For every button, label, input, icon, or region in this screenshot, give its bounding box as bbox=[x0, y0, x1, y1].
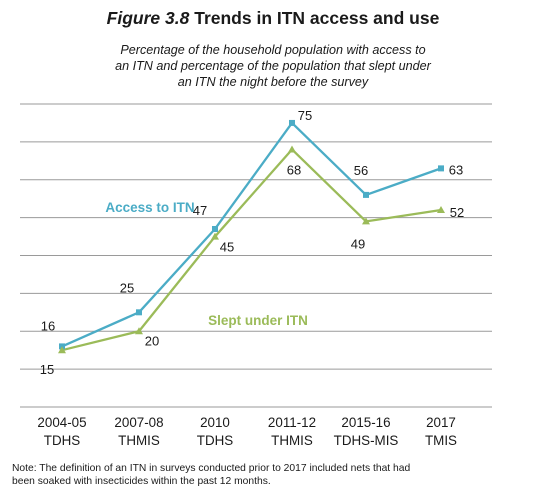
data-point-marker bbox=[212, 225, 218, 232]
data-label: 16 bbox=[41, 318, 55, 333]
data-label: 56 bbox=[354, 163, 368, 178]
data-label: 47 bbox=[193, 203, 207, 218]
footnote-line: Note: The definition of an ITN in survey… bbox=[12, 463, 411, 474]
x-tick-label: THMIS bbox=[271, 433, 313, 448]
x-tick-label: TDHS bbox=[197, 433, 234, 448]
data-label: 68 bbox=[287, 162, 301, 177]
footnote-line: been soaked with insecticides within the… bbox=[12, 476, 271, 487]
figure-title: Figure 3.8 Trends in ITN access and use bbox=[0, 8, 546, 29]
data-point-marker bbox=[289, 119, 295, 126]
x-tick-label: 2004-05 bbox=[37, 415, 86, 430]
series-line-access bbox=[61, 121, 442, 348]
footnote: Note: The definition of an ITN in survey… bbox=[12, 462, 532, 488]
x-tick-label: 2017 bbox=[426, 415, 456, 430]
data-point-marker bbox=[362, 217, 370, 225]
x-tick-label: 2010 bbox=[200, 415, 230, 430]
series-lines bbox=[61, 121, 442, 352]
subtitle-line: Percentage of the household population w… bbox=[120, 43, 426, 57]
x-tick-label: 2007-08 bbox=[114, 415, 163, 430]
data-label: 45 bbox=[220, 240, 234, 255]
series-label: Access to ITN bbox=[105, 200, 194, 215]
data-point-marker bbox=[363, 191, 369, 198]
subtitle-line: an ITN the night before the survey bbox=[177, 75, 369, 89]
x-tick-label: TDHS-MIS bbox=[334, 433, 399, 448]
x-tick-label: THMIS bbox=[118, 433, 160, 448]
data-point-marker bbox=[136, 309, 142, 316]
data-point-marker bbox=[437, 206, 445, 214]
figure-label: Figure 3.8 bbox=[106, 8, 190, 28]
data-point-marker bbox=[438, 165, 444, 172]
subtitle-line: an ITN and percentage of the population … bbox=[115, 59, 431, 73]
gridlines bbox=[20, 103, 492, 408]
data-label: 15 bbox=[40, 362, 54, 377]
data-labels: 16 25 47 75 56 63 15 20 45 68 49 52 bbox=[40, 108, 464, 377]
data-point-marker bbox=[58, 346, 66, 354]
x-tick-label: 2015-16 bbox=[341, 415, 390, 430]
series-labels: Access to ITN Slept under ITN bbox=[105, 200, 308, 328]
series-line-slept bbox=[61, 148, 442, 352]
data-point-marker bbox=[288, 145, 296, 153]
x-axis-tick-labels: 2004-05 TDHS 2007-08 THMIS 2010 TDHS 2011-12 TH… bbox=[37, 415, 457, 448]
data-point-marker bbox=[135, 327, 143, 335]
data-label: 52 bbox=[450, 205, 464, 220]
series-markers bbox=[58, 119, 445, 354]
data-label: 49 bbox=[351, 236, 365, 251]
data-label: 20 bbox=[145, 333, 159, 348]
series-label: Slept under ITN bbox=[208, 313, 308, 328]
figure-subtitle: Percentage of the household population w… bbox=[40, 42, 506, 90]
x-tick-label: 2011-12 bbox=[268, 415, 316, 430]
data-label: 25 bbox=[120, 280, 134, 295]
x-tick-label: TMIS bbox=[425, 433, 457, 448]
x-tick-label: TDHS bbox=[44, 433, 81, 448]
data-point-marker bbox=[211, 232, 219, 240]
data-label: 75 bbox=[298, 108, 312, 123]
figure-title-text: Trends in ITN access and use bbox=[194, 8, 440, 28]
data-label: 63 bbox=[449, 162, 463, 177]
